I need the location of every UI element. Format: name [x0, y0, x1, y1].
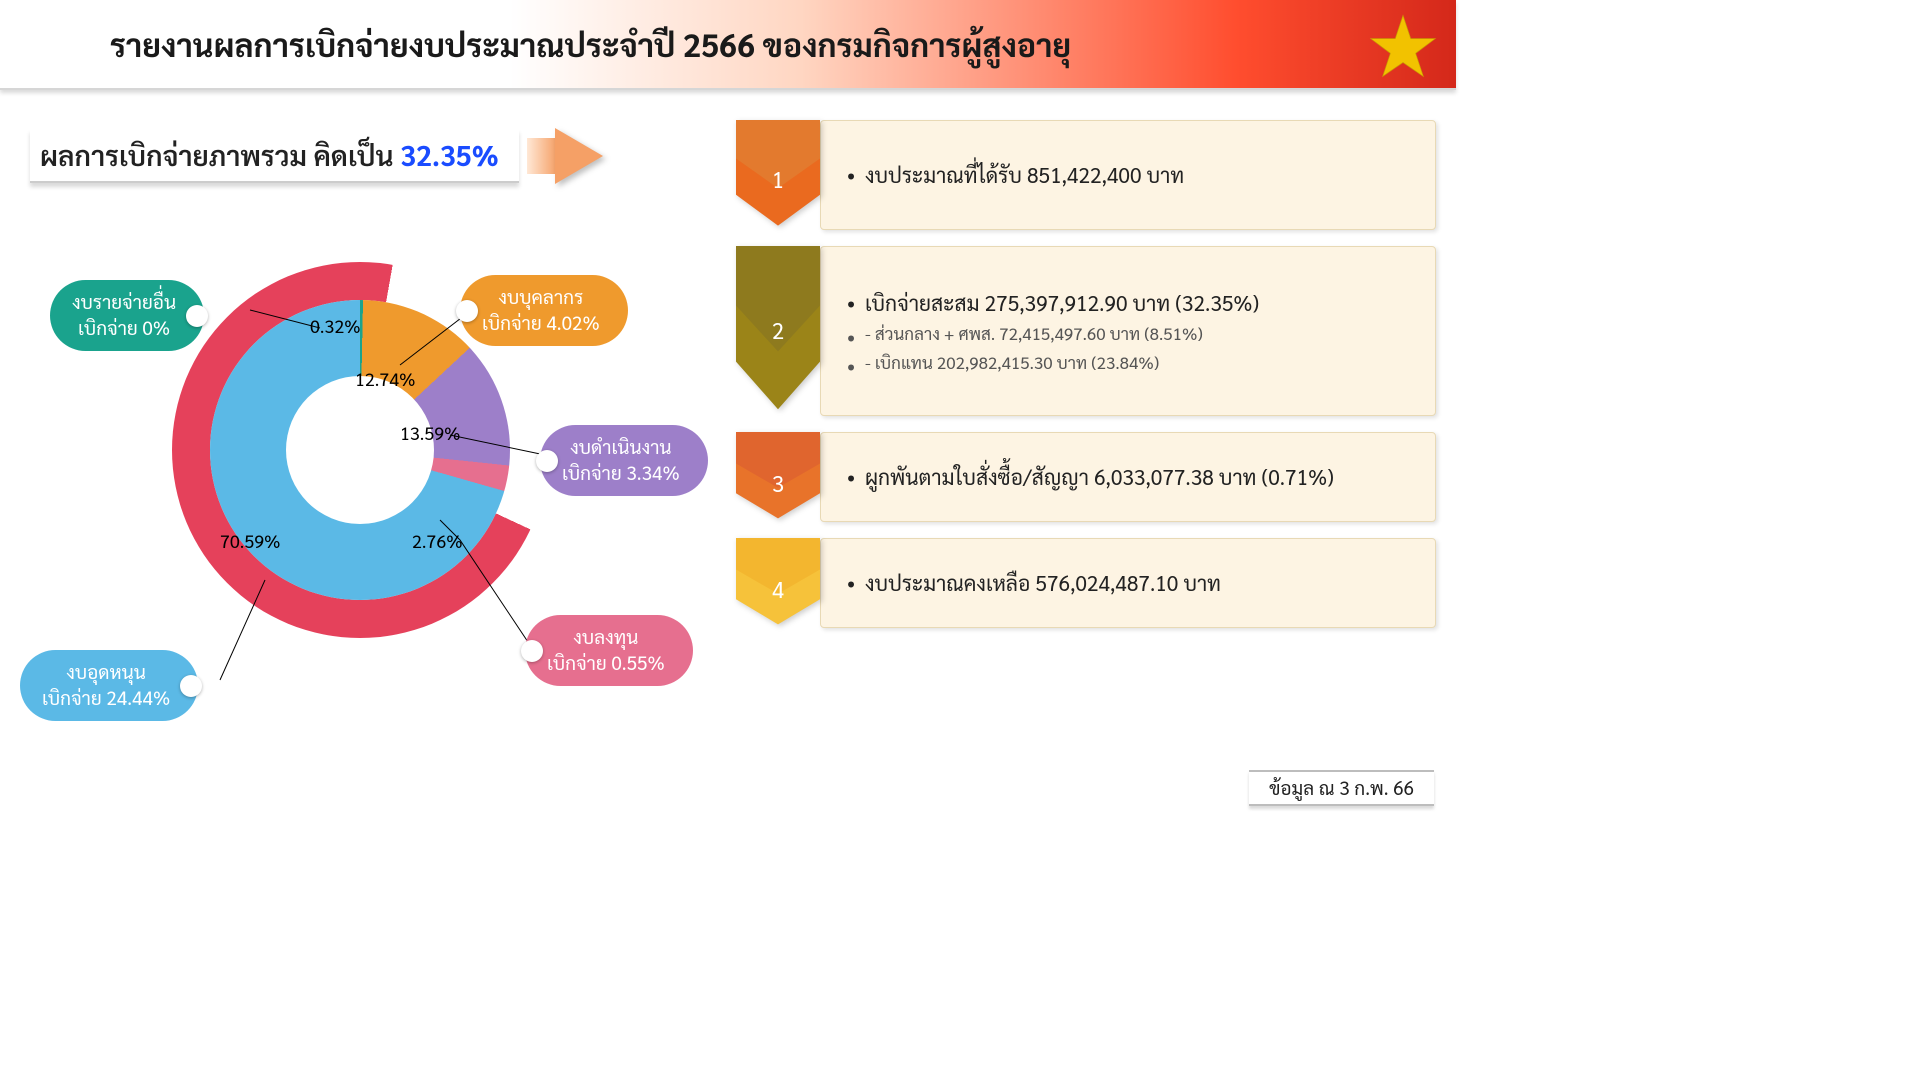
- donut-pct-label: 2.76%: [412, 530, 463, 553]
- pill-dot-icon: [186, 305, 208, 327]
- donut-pct-label: 13.59%: [400, 422, 460, 445]
- donut-chart: 0.32% 12.74% 13.59% 2.76% 70.59% งบรายจ่ายอื่…: [20, 200, 740, 760]
- pill-dot-icon: [536, 450, 558, 472]
- main-content: ผลการเบิกจ่ายภาพรวม คิดเป็น 32.35% 0.32%…: [0, 110, 1456, 816]
- chevron-number: 1: [772, 166, 784, 194]
- summary-text: ผลการเบิกจ่ายภาพรวม คิดเป็น 32.35%: [30, 129, 519, 183]
- card-item: - ส่วนกลาง + ศพส. 72,415,497.60 บาท (8.5…: [843, 321, 1413, 347]
- info-card: ผูกพันตามใบสั่งซื้อ/สัญญา 6,033,077.38 บ…: [820, 432, 1436, 522]
- chevron-icon: 2: [736, 246, 820, 416]
- chevron-number: 4: [772, 576, 784, 604]
- category-pill-invest: งบลงทุนเบิกจ่าย 0.55%: [525, 615, 693, 686]
- donut-pct-label: 0.32%: [310, 315, 361, 338]
- summary-arrow-icon: [555, 128, 603, 184]
- card-item: - เบิกแทน 202,982,415.30 บาท (23.84%): [843, 350, 1413, 376]
- card-item: ผูกพันตามใบสั่งซื้อ/สัญญา 6,033,077.38 บ…: [843, 461, 1413, 493]
- chevron-icon: 4: [736, 538, 820, 628]
- summary-arrow-stem: [527, 138, 557, 174]
- pill-dot-icon: [456, 300, 478, 322]
- category-pill-staff: งบบุคลากรเบิกจ่าย 4.02%: [460, 275, 628, 346]
- card-item: เบิกจ่ายสะสม 275,397,912.90 บาท (32.35%): [843, 287, 1413, 319]
- star-icon: [1368, 12, 1438, 82]
- card-row-4: 4 งบประมาณคงเหลือ 576,024,487.10 บาท: [736, 538, 1436, 628]
- info-cards: 1 งบประมาณที่ได้รับ 851,422,400 บาท 2 เบิก…: [736, 120, 1436, 644]
- page-title: รายงานผลการเบิกจ่ายงบประมาณประจำปี 2566 …: [110, 24, 1071, 65]
- donut-center: [286, 376, 434, 524]
- info-card: งบประมาณที่ได้รับ 851,422,400 บาท: [820, 120, 1436, 230]
- info-card: เบิกจ่ายสะสม 275,397,912.90 บาท (32.35%)…: [820, 246, 1436, 416]
- chevron-number: 3: [772, 470, 784, 498]
- card-row-2: 2 เบิกจ่ายสะสม 275,397,912.90 บาท (32.35%…: [736, 246, 1436, 416]
- card-row-3: 3 ผูกพันตามใบสั่งซื้อ/สัญญา 6,033,077.38 …: [736, 432, 1436, 522]
- card-item: งบประมาณที่ได้รับ 851,422,400 บาท: [843, 159, 1413, 191]
- header-bar: รายงานผลการเบิกจ่ายงบประมาณประจำปี 2566 …: [0, 0, 1456, 90]
- chevron-icon: 3: [736, 432, 820, 522]
- pill-dot-icon: [521, 640, 543, 662]
- category-pill-other: งบรายจ่ายอื่นเบิกจ่าย 0%: [50, 280, 204, 351]
- category-pill-subsidy: งบอุดหนุนเบิกจ่าย 24.44%: [20, 650, 198, 721]
- card-item: งบประมาณคงเหลือ 576,024,487.10 บาท: [843, 567, 1413, 599]
- card-row-1: 1 งบประมาณที่ได้รับ 851,422,400 บาท: [736, 120, 1436, 230]
- summary-pct: 32.35%: [400, 137, 499, 173]
- info-card: งบประมาณคงเหลือ 576,024,487.10 บาท: [820, 538, 1436, 628]
- category-pill-ops: งบดำเนินงานเบิกจ่าย 3.34%: [540, 425, 708, 496]
- chevron-icon: 1: [736, 120, 820, 230]
- chevron-number: 2: [772, 317, 784, 345]
- footer-date: ข้อมูล ณ 3 ก.พ. 66: [1249, 770, 1434, 806]
- donut-pct-label: 70.59%: [220, 530, 280, 553]
- summary-label: ผลการเบิกจ่ายภาพรวม คิดเป็น: [40, 137, 400, 173]
- pill-dot-icon: [180, 675, 202, 697]
- donut-pct-label: 12.74%: [355, 368, 415, 391]
